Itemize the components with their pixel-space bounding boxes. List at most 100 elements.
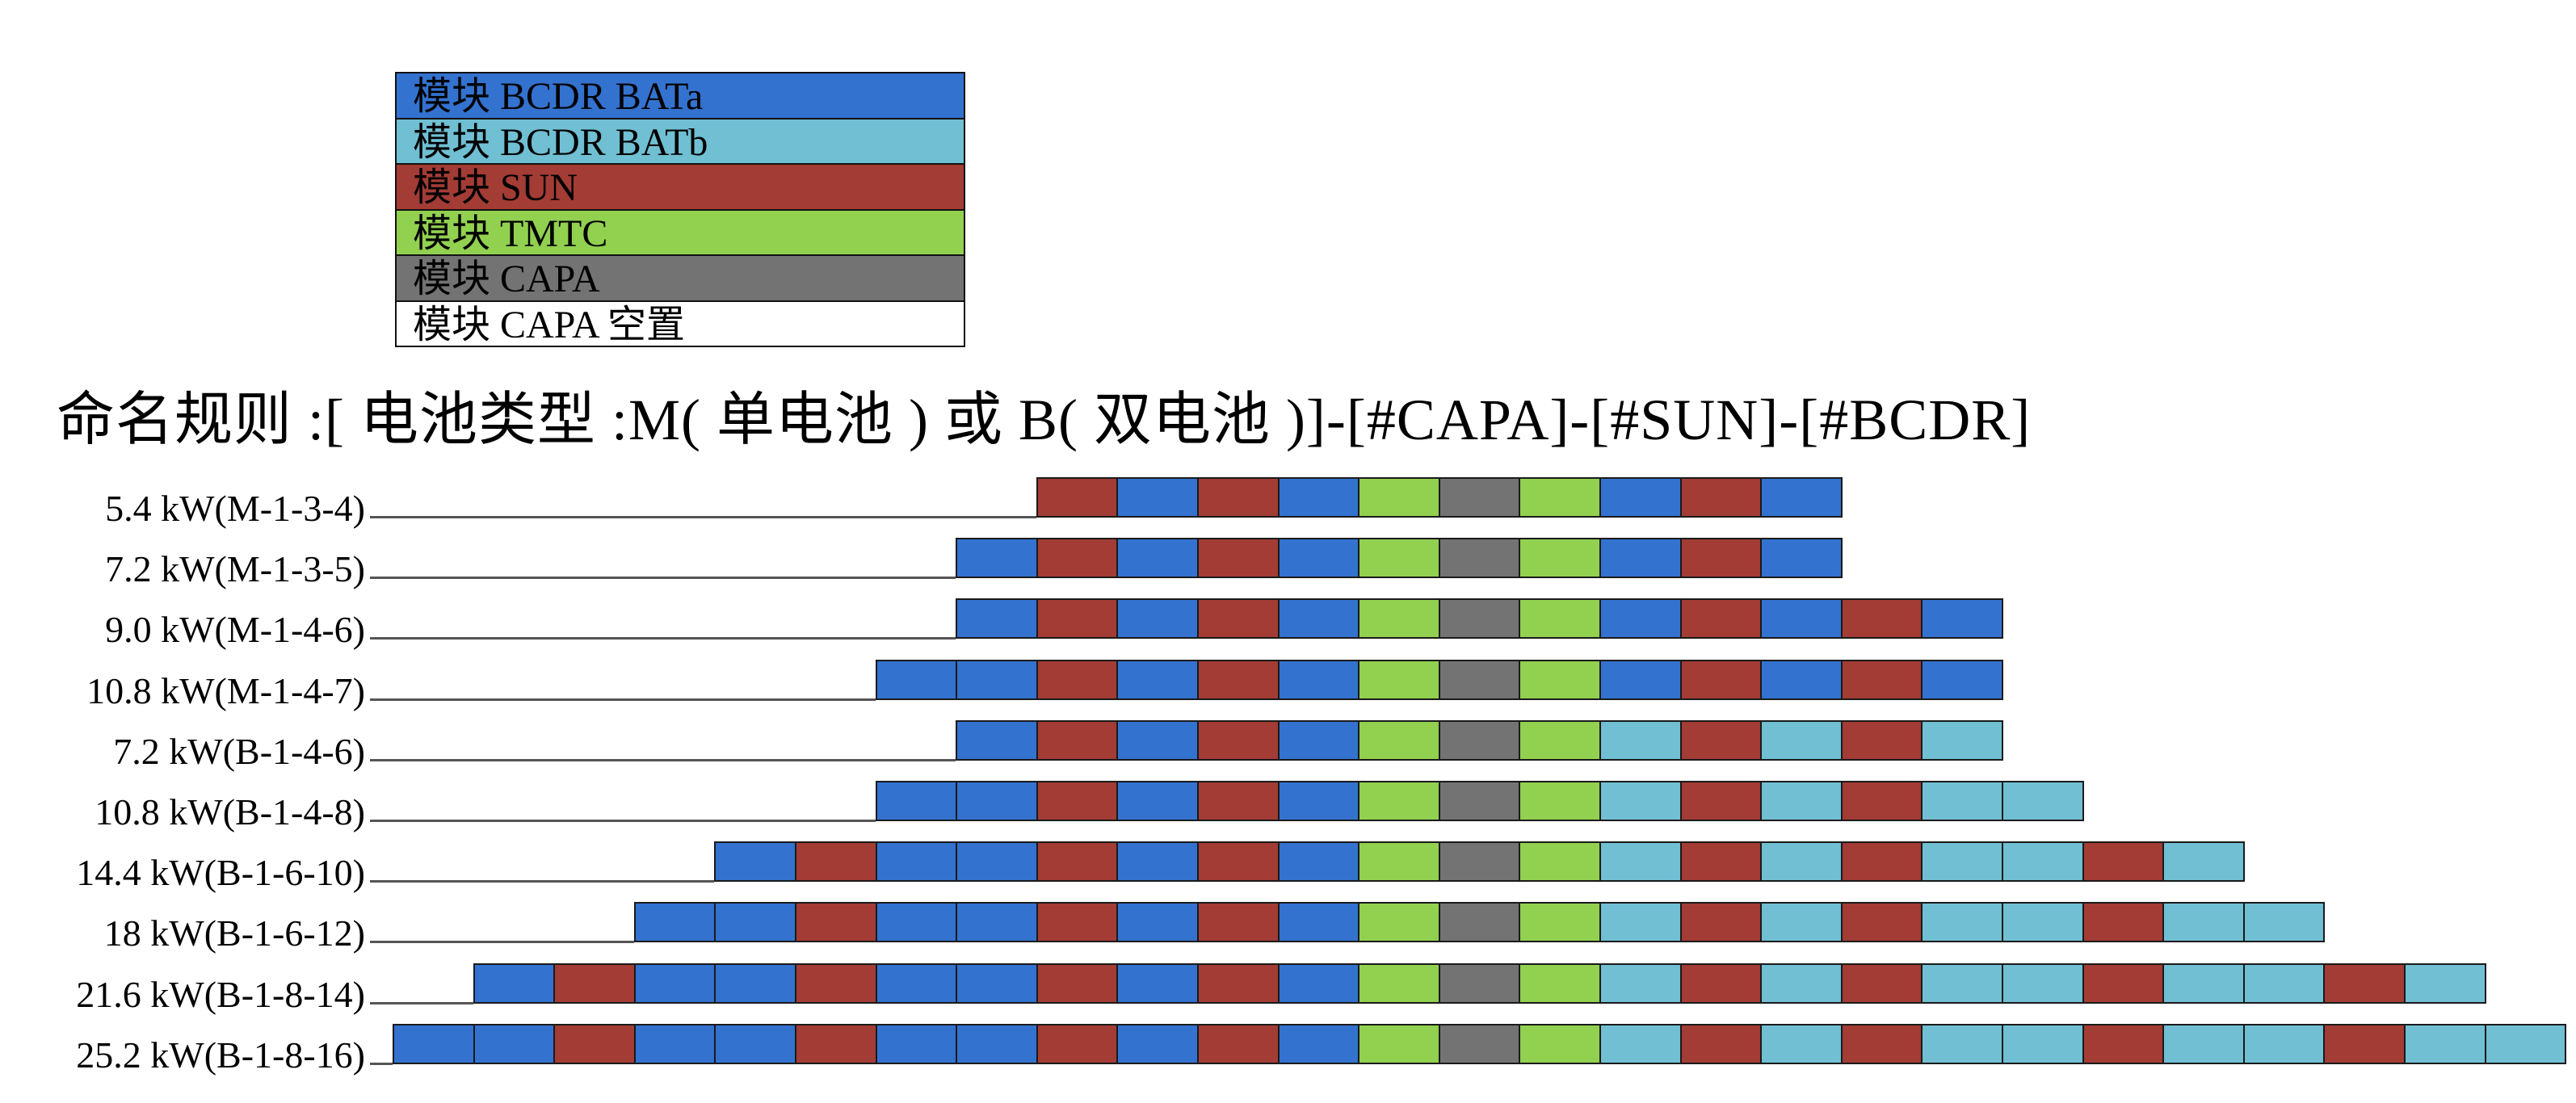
- module-bcdr-bata: [633, 1023, 716, 1064]
- legend-label: 模块 CAPA 空置: [413, 303, 685, 346]
- row-label: 10.8 kW(B-1-4-8): [95, 791, 365, 832]
- module-sun: [1840, 841, 1923, 883]
- module-bcdr-bata: [1277, 719, 1360, 761]
- module-sun: [1679, 841, 1763, 883]
- module-bcdr-batb: [2002, 902, 2084, 943]
- row-leader-line: [370, 516, 1036, 518]
- legend-label: 模块 SUN: [413, 166, 578, 209]
- module-sun: [1840, 659, 1923, 700]
- module-tmtc: [1358, 841, 1440, 883]
- module-tmtc: [1358, 477, 1440, 518]
- module-bcdr-bata: [473, 963, 556, 1004]
- module-bcdr-bata: [633, 902, 716, 943]
- module-bcdr-bata: [1599, 477, 1682, 518]
- module-bcdr-batb: [1921, 841, 2003, 883]
- module-capa: [1438, 477, 1521, 518]
- module-sun: [1840, 719, 1923, 761]
- module-tmtc: [1358, 719, 1440, 761]
- row-label: 18 kW(B-1-6-12): [103, 912, 365, 954]
- module-tmtc: [1358, 963, 1440, 1004]
- module-bcdr-batb: [1760, 902, 1843, 943]
- module-bcdr-bata: [875, 781, 958, 821]
- module-tmtc: [1519, 538, 1601, 579]
- legend-label: 模块 CAPA: [413, 258, 600, 300]
- module-bcdr-bata: [1277, 1023, 1360, 1064]
- module-bcdr-batb: [2002, 781, 2084, 821]
- module-sun: [1036, 841, 1119, 883]
- module-tmtc: [1358, 598, 1440, 640]
- row-label: 21.6 kW(B-1-8-14): [76, 973, 365, 1015]
- module-bcdr-bata: [956, 719, 1038, 761]
- module-sun: [1679, 538, 1763, 579]
- module-sun: [2323, 1023, 2406, 1064]
- module-tmtc: [1519, 781, 1601, 821]
- legend-item-capa-empty: 模块 CAPA 空置: [395, 300, 965, 347]
- module-capa: [1438, 963, 1521, 1004]
- module-sun: [1679, 1023, 1763, 1064]
- module-capa: [1438, 902, 1521, 943]
- module-bcdr-batb: [2162, 963, 2245, 1004]
- module-tmtc: [1519, 1023, 1601, 1064]
- module-sun: [1679, 781, 1763, 821]
- module-sun: [2082, 902, 2165, 943]
- module-tmtc: [1519, 477, 1601, 518]
- module-bcdr-batb: [2002, 841, 2084, 883]
- module-bcdr-bata: [875, 659, 958, 700]
- module-sun: [1679, 598, 1763, 640]
- module-bcdr-batb: [2404, 963, 2486, 1004]
- row-leader-line: [370, 1001, 473, 1004]
- module-sun: [1197, 1023, 1280, 1064]
- module-bcdr-bata: [1760, 659, 1843, 700]
- row-leader-line: [370, 880, 715, 883]
- row-leader-line: [370, 758, 956, 761]
- module-bcdr-bata: [875, 1023, 958, 1064]
- module-sun: [1197, 598, 1280, 640]
- module-bcdr-bata: [1599, 659, 1682, 700]
- module-bcdr-bata: [1116, 781, 1199, 821]
- module-bcdr-bata: [1277, 538, 1360, 579]
- module-bcdr-bata: [633, 963, 716, 1004]
- module-bcdr-bata: [1921, 659, 2003, 700]
- module-sun: [2323, 963, 2406, 1004]
- module-tmtc: [1358, 538, 1440, 579]
- module-bcdr-bata: [1116, 902, 1199, 943]
- row-label: 7.2 kW(B-1-4-6): [113, 730, 365, 772]
- legend-label: 模块 TMTC: [413, 212, 608, 255]
- module-capa: [1438, 659, 1521, 700]
- row-leader-line: [370, 941, 634, 944]
- module-sun: [2082, 1023, 2165, 1064]
- module-bcdr-bata: [956, 781, 1038, 821]
- module-sun: [795, 902, 877, 943]
- module-bcdr-batb: [1760, 963, 1843, 1004]
- module-capa: [1438, 1023, 1521, 1064]
- module-bcdr-bata: [1116, 477, 1199, 518]
- module-bcdr-batb: [2162, 1023, 2245, 1064]
- module-bcdr-bata: [1277, 477, 1360, 518]
- module-bcdr-bata: [1760, 538, 1843, 579]
- module-sun: [1840, 598, 1923, 640]
- module-sun: [795, 841, 877, 883]
- module-bcdr-batb: [2484, 1023, 2567, 1064]
- module-bcdr-bata: [956, 841, 1038, 883]
- module-bcdr-bata: [1277, 659, 1360, 700]
- module-bcdr-bata: [1116, 841, 1199, 883]
- legend-item-tmtc: 模块 TMTC: [395, 208, 965, 256]
- module-bcdr-batb: [1599, 719, 1682, 761]
- module-sun: [1197, 538, 1280, 579]
- module-sun: [1197, 719, 1280, 761]
- module-sun: [1036, 1023, 1119, 1064]
- module-sun: [2082, 963, 2165, 1004]
- module-bcdr-bata: [1599, 598, 1682, 640]
- naming-rule-title: 命名规则 :[ 电池类型 :M( 单电池 ) 或 B( 双电池 )]-[#CAP…: [57, 388, 2032, 452]
- module-sun: [1036, 538, 1119, 579]
- module-sun: [1840, 963, 1923, 1004]
- module-tmtc: [1519, 841, 1601, 883]
- module-capa: [1438, 841, 1521, 883]
- module-sun: [1036, 719, 1119, 761]
- module-sun: [1197, 963, 1280, 1004]
- legend-label: 模块 BCDR BATb: [413, 120, 708, 164]
- module-bcdr-batb: [1599, 902, 1682, 943]
- module-bcdr-bata: [875, 841, 958, 883]
- module-sun: [2082, 841, 2165, 883]
- module-bcdr-batb: [1760, 719, 1843, 761]
